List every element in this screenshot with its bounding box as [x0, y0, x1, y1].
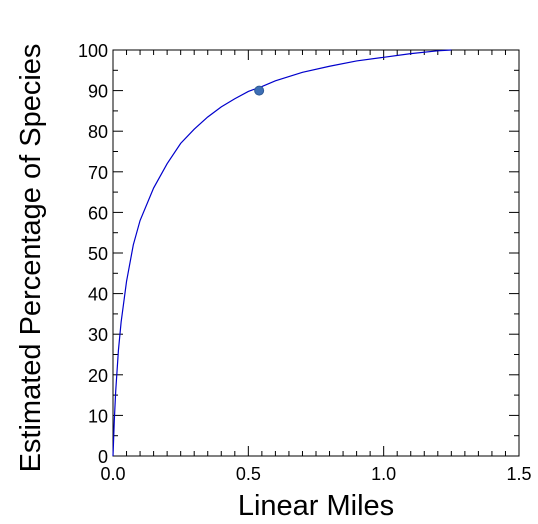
x-axis-title: Linear Miles	[238, 490, 394, 522]
y-axis-title: Estimated Percentage of Species	[15, 44, 47, 473]
tick-marks	[112, 49, 520, 457]
y-tick-label: 80	[88, 122, 108, 142]
y-tick-label: 0	[98, 447, 108, 467]
x-tick-label: 1.0	[371, 464, 396, 484]
y-tick-label: 20	[88, 366, 108, 386]
plot-frame	[112, 49, 520, 457]
y-tick-label: 40	[88, 285, 108, 305]
x-tick-label: 0.5	[236, 464, 261, 484]
y-tick-label: 70	[88, 163, 108, 183]
x-tick-labels: 0.0 0.5 1.0 1.5	[100, 464, 531, 484]
series-line	[112, 49, 452, 457]
x-tick-label: 1.5	[506, 464, 531, 484]
y-tick-label: 90	[88, 82, 108, 102]
x-tick-label: 0.0	[100, 464, 125, 484]
y-tick-label: 30	[88, 325, 108, 345]
y-tick-label: 60	[88, 203, 108, 223]
y-tick-label: 100	[78, 41, 108, 61]
y-tick-label: 10	[88, 406, 108, 426]
y-tick-label: 50	[88, 244, 108, 264]
highlight-point	[254, 85, 265, 96]
y-tick-labels: 0 10 20 30 40 50 60 70 80 90 100	[78, 41, 108, 467]
